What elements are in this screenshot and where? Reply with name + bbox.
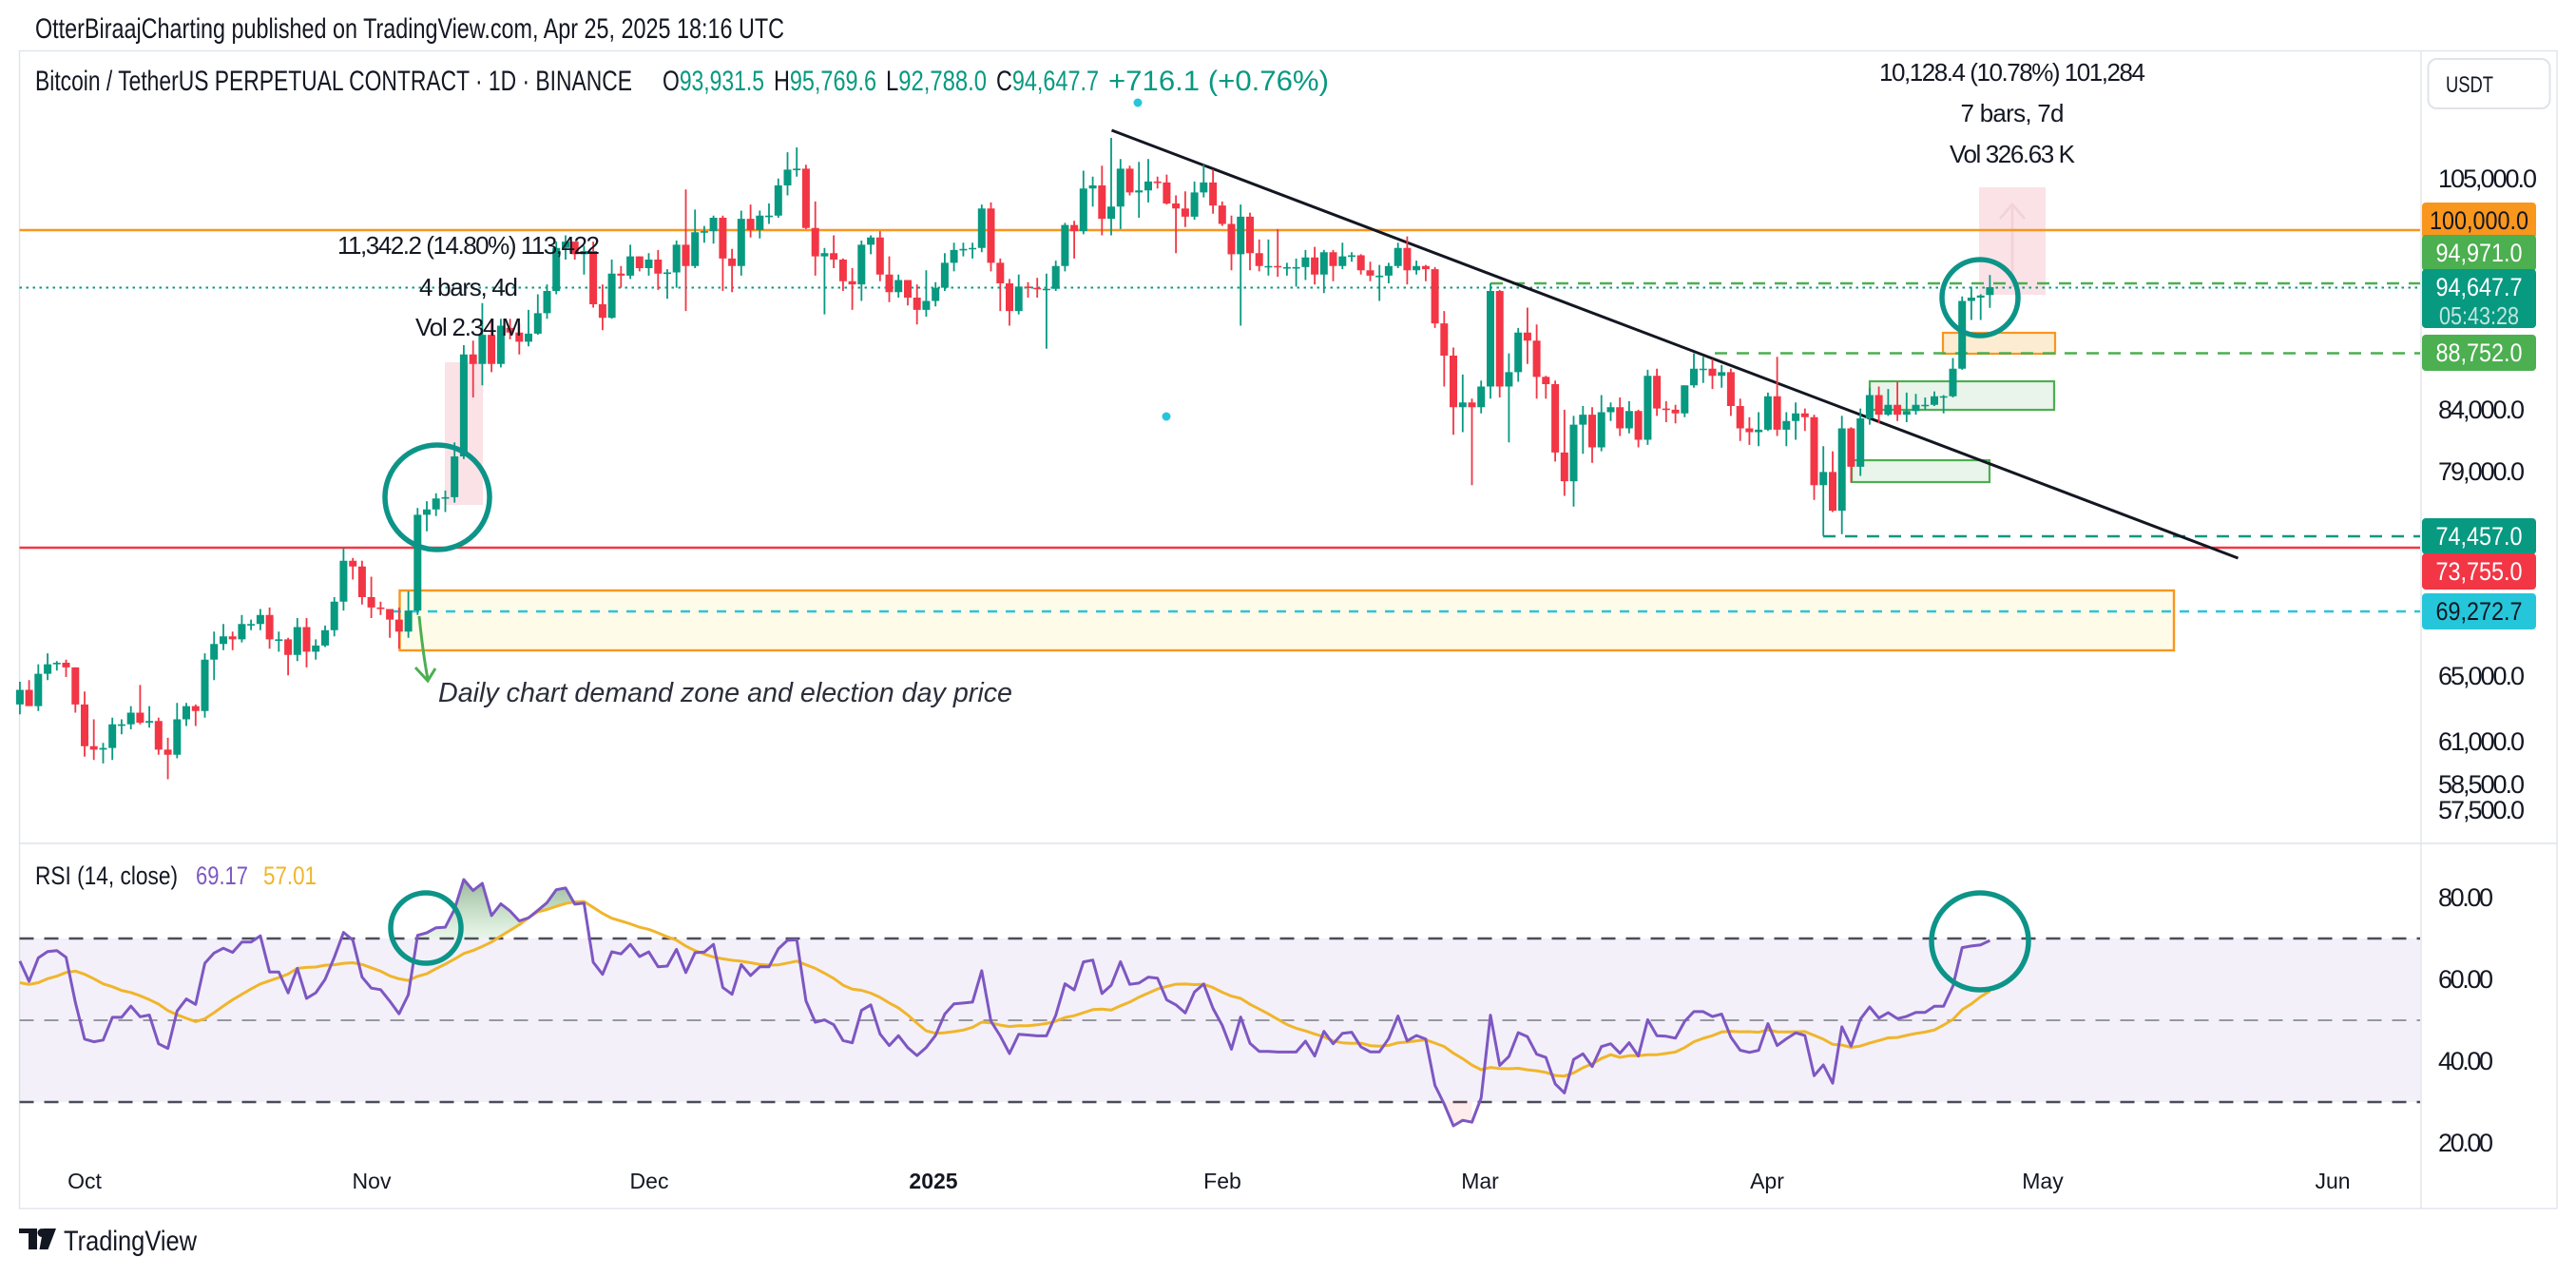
svg-text:57.01: 57.01 [263,861,317,890]
svg-text:88,752.0: 88,752.0 [2436,339,2523,367]
svg-text:100,000.0: 100,000.0 [2430,206,2528,235]
svg-text:OtterBiraajCharting published: OtterBiraajCharting published on Trading… [35,13,784,45]
svg-text:H95,769.6: H95,769.6 [774,66,876,97]
svg-text:105,000.0: 105,000.0 [2438,164,2537,193]
svg-text:79,000.0: 79,000.0 [2438,457,2525,486]
svg-text:57,500.0: 57,500.0 [2438,796,2525,824]
svg-text:C94,647.7: C94,647.7 [996,66,1099,97]
svg-text:7 bars, 7d: 7 bars, 7d [1961,99,2065,127]
svg-text:94,971.0: 94,971.0 [2436,239,2523,267]
svg-text:40.00: 40.00 [2438,1047,2493,1075]
svg-text:73,755.0: 73,755.0 [2436,557,2523,586]
svg-text:69.17: 69.17 [196,861,248,890]
svg-text:20.00: 20.00 [2438,1129,2493,1157]
svg-text:94,647.7: 94,647.7 [2436,273,2523,301]
svg-text:58,500.0: 58,500.0 [2438,770,2525,799]
svg-text:74,457.0: 74,457.0 [2436,522,2523,551]
svg-text:Oct: Oct [67,1169,102,1193]
svg-text:11,342.2 (14.80%) 113,422: 11,342.2 (14.80%) 113,422 [337,231,600,260]
svg-text:TradingView: TradingView [64,1226,197,1257]
svg-text:65,000.0: 65,000.0 [2438,662,2525,690]
svg-text:O93,931.5: O93,931.5 [663,66,764,97]
svg-text:+716.1 (+0.76%): +716.1 (+0.76%) [1108,66,1329,97]
svg-text:10,128.4 (10.78%) 101,284: 10,128.4 (10.78%) 101,284 [1879,58,2145,87]
svg-text:Nov: Nov [353,1169,392,1193]
svg-text:Vol 326.63 K: Vol 326.63 K [1950,140,2076,168]
svg-text:Feb: Feb [1203,1169,1241,1193]
svg-text:L92,788.0: L92,788.0 [886,66,987,97]
svg-text:4 bars, 4d: 4 bars, 4d [419,273,518,301]
svg-text:61,000.0: 61,000.0 [2438,727,2525,756]
svg-text:Apr: Apr [1750,1169,1784,1193]
svg-text:Dec: Dec [630,1169,669,1193]
svg-text:USDT: USDT [2446,72,2493,98]
svg-text:Vol 2.34 M: Vol 2.34 M [415,313,522,341]
svg-text:RSI (14, close): RSI (14, close) [35,861,178,890]
svg-text:Jun: Jun [2315,1169,2350,1193]
svg-text:Daily chart demand zone and el: Daily chart demand zone and election day… [438,678,1012,708]
svg-text:Mar: Mar [1461,1169,1499,1193]
svg-text:2025: 2025 [909,1169,957,1193]
svg-text:May: May [2022,1169,2064,1193]
svg-text:Bitcoin / TetherUS PERPETUAL C: Bitcoin / TetherUS PERPETUAL CONTRACT · … [35,66,632,97]
svg-text:05:43:28: 05:43:28 [2439,301,2519,330]
svg-text:69,272.7: 69,272.7 [2436,597,2523,626]
svg-text:84,000.0: 84,000.0 [2438,396,2525,424]
svg-text:60.00: 60.00 [2438,965,2493,994]
svg-text:80.00: 80.00 [2438,883,2493,912]
